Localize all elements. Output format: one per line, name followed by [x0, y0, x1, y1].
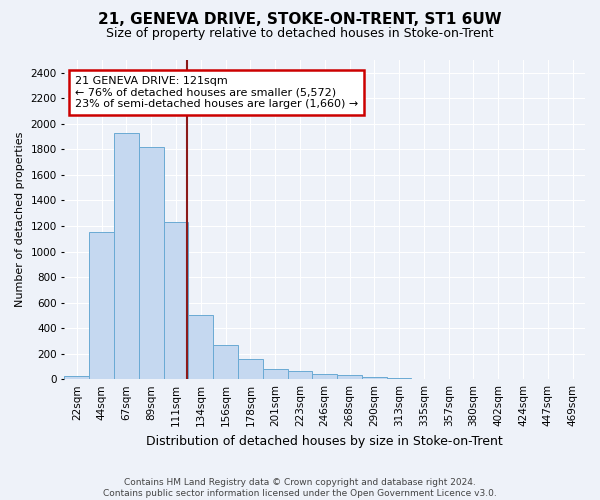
Text: 21, GENEVA DRIVE, STOKE-ON-TRENT, ST1 6UW: 21, GENEVA DRIVE, STOKE-ON-TRENT, ST1 6U…	[98, 12, 502, 28]
Bar	[238, 360, 263, 379]
Bar	[64, 376, 89, 379]
Bar	[560, 378, 585, 379]
Bar	[213, 346, 238, 379]
Y-axis label: Number of detached properties: Number of detached properties	[15, 132, 25, 308]
Bar	[188, 316, 213, 379]
Bar	[89, 232, 114, 379]
Text: Size of property relative to detached houses in Stoke-on-Trent: Size of property relative to detached ho…	[106, 28, 494, 40]
Bar	[313, 374, 337, 379]
Bar	[362, 376, 386, 379]
Bar	[164, 222, 188, 379]
Text: Contains HM Land Registry data © Crown copyright and database right 2024.
Contai: Contains HM Land Registry data © Crown c…	[103, 478, 497, 498]
Bar	[412, 378, 436, 379]
X-axis label: Distribution of detached houses by size in Stoke-on-Trent: Distribution of detached houses by size …	[146, 434, 503, 448]
Bar	[139, 147, 164, 379]
Bar	[263, 369, 287, 379]
Bar	[337, 374, 362, 379]
Bar	[114, 133, 139, 379]
Bar	[386, 378, 412, 379]
Bar	[287, 371, 313, 379]
Text: 21 GENEVA DRIVE: 121sqm
← 76% of detached houses are smaller (5,572)
23% of semi: 21 GENEVA DRIVE: 121sqm ← 76% of detache…	[75, 76, 358, 109]
